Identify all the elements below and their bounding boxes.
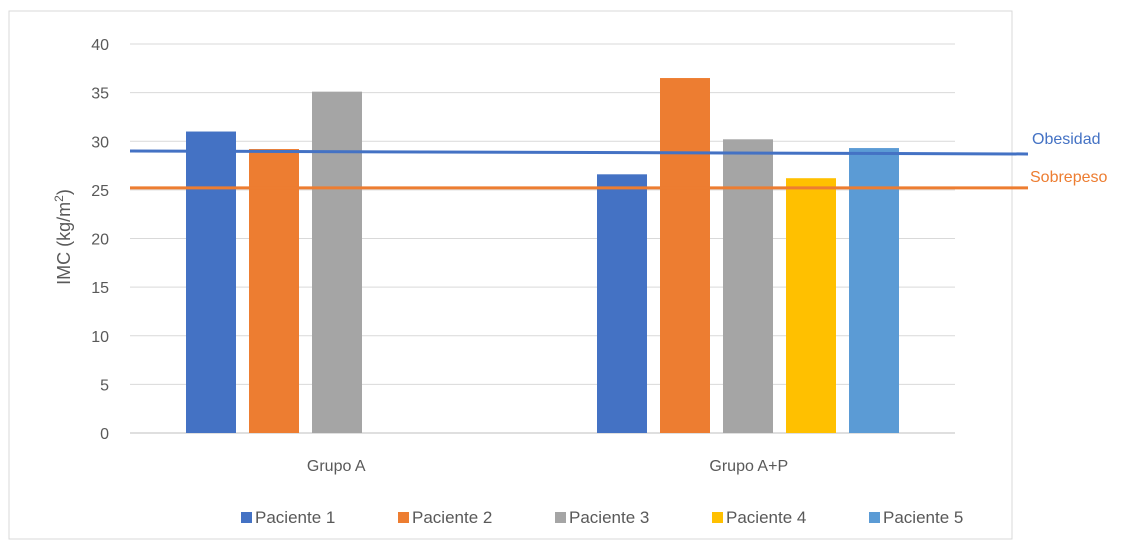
legend-swatch [712, 512, 723, 523]
x-tick-label: Grupo A [307, 458, 366, 475]
legend-label: Paciente 1 [255, 508, 335, 527]
legend-label: Paciente 5 [883, 508, 963, 527]
legend-item-paciente-2: Paciente 2 [398, 508, 492, 527]
legend-item-paciente-5: Paciente 5 [869, 508, 963, 527]
bar-paciente-4-1 [786, 178, 836, 433]
y-tick-label: 15 [91, 280, 109, 297]
y-tick-label: 40 [91, 37, 109, 54]
reference-label-obesidad: Obesidad [1032, 131, 1101, 148]
legend-swatch [555, 512, 566, 523]
y-axis-label-superscript: 2 [52, 195, 66, 202]
y-tick-label: 20 [91, 232, 109, 249]
legend-label: Paciente 2 [412, 508, 492, 527]
bar-paciente-5-1 [849, 148, 899, 433]
y-tick-label: 10 [91, 329, 109, 346]
legend-swatch [869, 512, 880, 523]
y-axis-label-close: ) [54, 189, 74, 195]
legend: Paciente 1 Paciente 2 Paciente 3 Paciente 4… [241, 508, 963, 527]
reference-line-obesidad [129, 149, 1029, 156]
y-tick-label: 0 [100, 426, 109, 443]
legend-swatch [398, 512, 409, 523]
y-tick-label: 35 [91, 86, 109, 103]
reference-label-sobrepeso: Sobrepeso [1030, 169, 1107, 186]
legend-item-paciente-3: Paciente 3 [555, 508, 649, 527]
y-tick-label: 30 [91, 134, 109, 151]
chart-border [8, 10, 1013, 540]
bar-paciente-1-0 [186, 131, 236, 433]
legend-item-paciente-4: Paciente 4 [712, 508, 806, 527]
y-axis-label: IMC (kg/m2) [52, 189, 74, 285]
legend-swatch [241, 512, 252, 523]
bar-paciente-2-0 [249, 149, 299, 433]
y-tick-label: 25 [91, 183, 109, 200]
bar-paciente-3-1 [723, 139, 773, 433]
bar-paciente-3-0 [312, 91, 362, 433]
axes: 0 5 10 15 20 25 30 35 40 Grupo A Grupo A+P [91, 37, 788, 475]
y-tick-label: 5 [100, 377, 109, 394]
legend-item-paciente-1: Paciente 1 [241, 508, 335, 527]
bar-paciente-1-1 [597, 174, 647, 433]
x-tick-label: Grupo A+P [709, 458, 788, 475]
reference-lines: Obesidad Sobrepeso [129, 131, 1107, 190]
legend-label: Paciente 3 [569, 508, 649, 527]
legend-label: Paciente 4 [726, 508, 806, 527]
bar-paciente-2-1 [660, 78, 710, 433]
